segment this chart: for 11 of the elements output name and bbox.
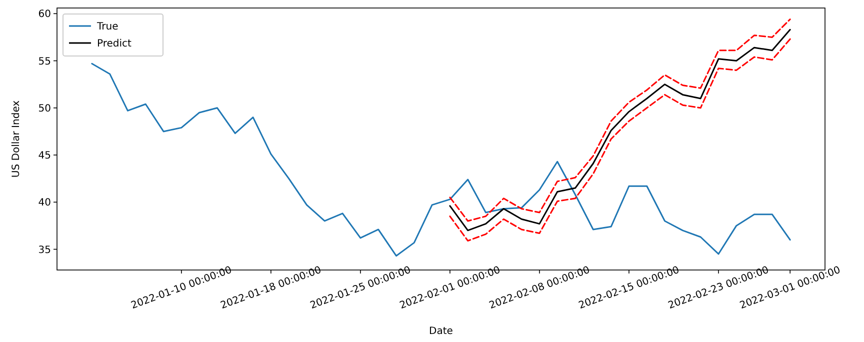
y-tick-label: 35 <box>38 244 51 256</box>
x-axis-title: Date <box>429 326 453 337</box>
y-tick-label: 40 <box>38 198 51 209</box>
y-tick-label: 50 <box>38 103 51 114</box>
y-tick-label: 45 <box>38 150 51 162</box>
y-tick-label: 55 <box>38 56 51 68</box>
y-tick-label: 60 <box>38 9 51 20</box>
legend-label: True <box>96 22 118 32</box>
legend-label: Predict <box>97 38 132 50</box>
y-axis-title: US Dollar Index <box>11 100 22 178</box>
line-series <box>91 62 791 257</box>
